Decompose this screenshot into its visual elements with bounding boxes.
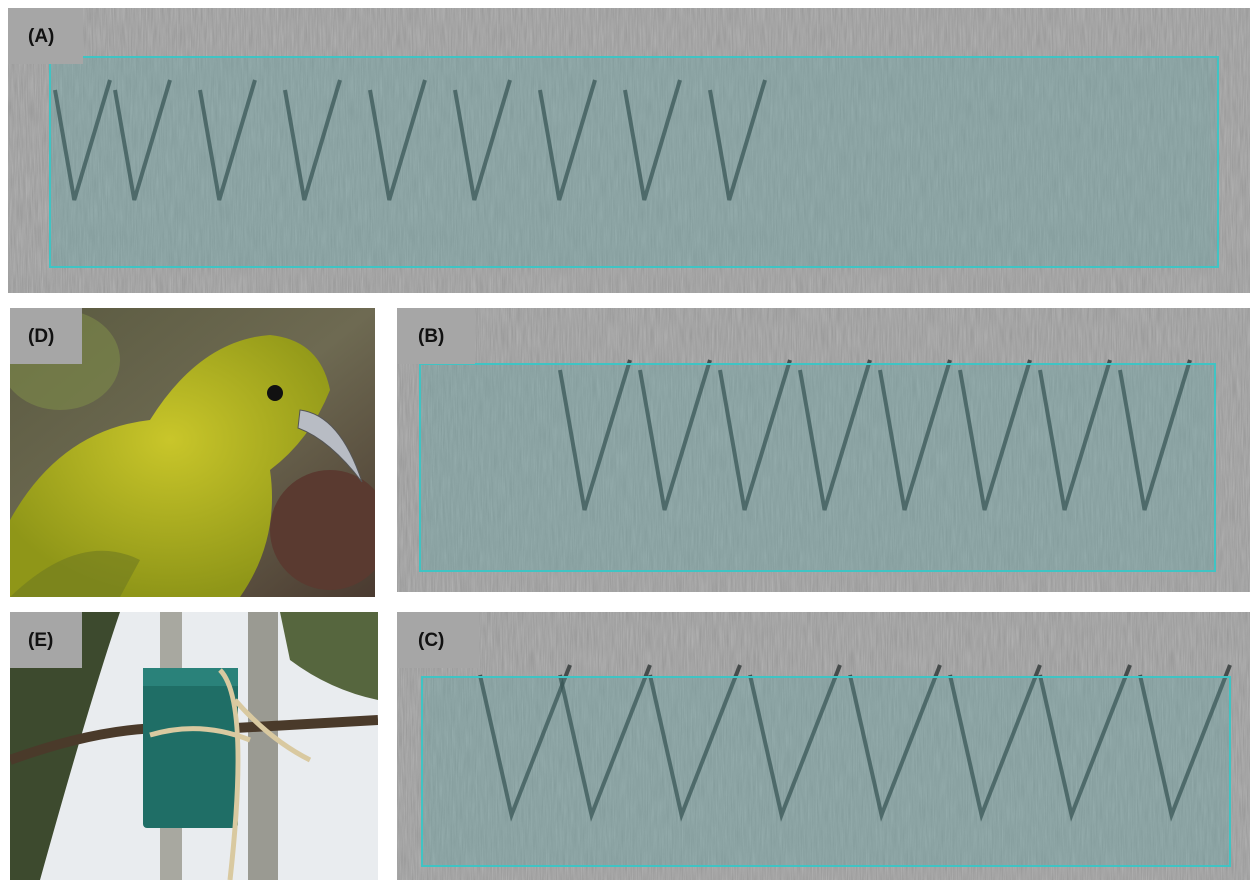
- label-box: [10, 612, 82, 668]
- panel-label: (C): [418, 630, 444, 651]
- syllable: [878, 359, 952, 511]
- syllable: [538, 79, 597, 201]
- syllable: [198, 79, 257, 201]
- syllable: [638, 359, 712, 511]
- syllable: [558, 664, 652, 822]
- syllable: [53, 79, 112, 201]
- label-box: [10, 308, 82, 364]
- spectrogram-a: [8, 8, 1250, 293]
- spectrogram-b: [397, 308, 1250, 592]
- spectrogram-c: [397, 612, 1250, 880]
- syllable: [623, 79, 682, 201]
- label-box: [8, 8, 83, 64]
- syllable: [1038, 359, 1112, 511]
- syllable: [558, 359, 632, 511]
- panel-label: (D): [28, 326, 54, 347]
- panel-label: (A): [28, 26, 54, 47]
- panel-label: (E): [28, 630, 53, 651]
- syllable: [478, 664, 572, 822]
- syllable: [1038, 664, 1132, 822]
- syllable: [648, 664, 742, 822]
- panel-label: (B): [418, 326, 444, 347]
- syllable: [1118, 359, 1192, 511]
- syllable: [798, 359, 872, 511]
- syllable: [453, 79, 512, 201]
- syllable: [113, 79, 172, 201]
- label-box: [397, 612, 479, 668]
- syllable: [708, 79, 767, 201]
- syllable: [848, 664, 942, 822]
- syllable: [283, 79, 342, 201]
- syllable: [718, 359, 792, 511]
- syllable: [748, 664, 842, 822]
- panel-label-group: (A) (D) (B) (E) (C): [8, 8, 479, 668]
- syllable: [368, 79, 427, 201]
- syllable: [948, 664, 1042, 822]
- syllable: [958, 359, 1032, 511]
- syllable: [1138, 664, 1232, 822]
- label-box: [397, 308, 475, 364]
